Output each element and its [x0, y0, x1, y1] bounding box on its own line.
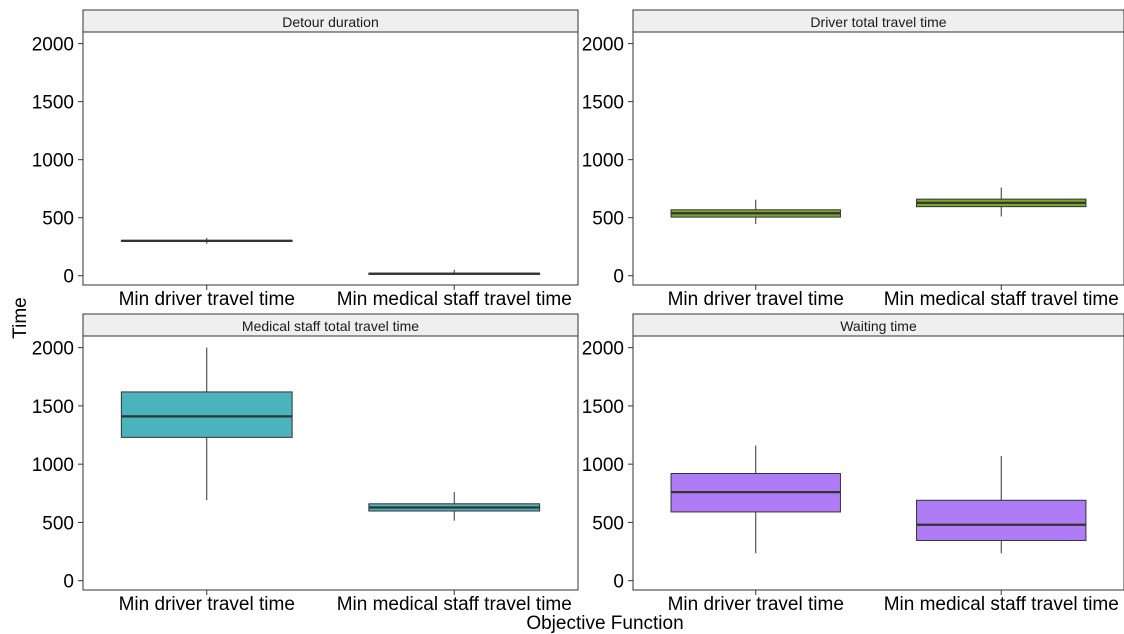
- y-tick-label: 2000: [582, 35, 624, 56]
- x-axis-title: Objective Function: [526, 613, 683, 634]
- y-tick-label: 0: [613, 267, 624, 288]
- panel-border: [82, 31, 579, 286]
- y-tick-label: 500: [592, 209, 624, 230]
- box: [916, 187, 1087, 217]
- y-tick-label: 2000: [32, 35, 74, 56]
- box: [120, 237, 293, 244]
- box-body: [120, 391, 293, 438]
- y-tick-label: 1000: [32, 455, 74, 476]
- panel-border: [632, 31, 1124, 286]
- x-tick-label: Min medical staff travel time: [337, 594, 572, 615]
- facet-strip-title: Driver total travel time: [810, 14, 946, 30]
- box-body: [916, 499, 1087, 541]
- y-tick-label: 1500: [582, 93, 624, 114]
- y-tick-label: 0: [63, 267, 74, 288]
- facet-panel: Medical staff total travel time 0 500 1000 1…: [32, 313, 579, 615]
- box: [670, 445, 841, 554]
- box: [916, 456, 1087, 554]
- y-tick-label: 500: [42, 513, 74, 534]
- x-tick-label: Min driver travel time: [668, 594, 844, 615]
- box: [368, 492, 541, 521]
- y-tick-label: 0: [613, 572, 624, 593]
- x-tick-label: Min driver travel time: [668, 289, 844, 310]
- facet-panel: Driver total travel time 0 500 1000 1500 2000…: [582, 9, 1124, 310]
- y-tick-label: 1500: [32, 397, 74, 418]
- facet-strip-title: Medical staff total travel time: [242, 318, 419, 334]
- panel-border: [632, 335, 1124, 591]
- y-tick-label: 0: [63, 572, 74, 593]
- y-axis-title: Time: [10, 297, 31, 339]
- y-tick-label: 1500: [32, 93, 74, 114]
- x-tick-label: Min driver travel time: [119, 594, 295, 615]
- y-tick-label: 500: [592, 513, 624, 534]
- facet-strip-title: Detour duration: [282, 14, 379, 30]
- facet-panel: Waiting time 0 500 1000 1500 2000 Min driver t…: [582, 313, 1124, 615]
- facet-panel: Detour duration 0 500 1000 1500 2000 Min drive…: [32, 9, 579, 310]
- y-tick-label: 1500: [582, 397, 624, 418]
- panel-border: [82, 335, 579, 591]
- y-tick-label: 1000: [582, 151, 624, 172]
- facet-strip-title: Waiting time: [840, 318, 917, 334]
- y-tick-label: 1000: [32, 151, 74, 172]
- box: [120, 347, 293, 501]
- x-tick-label: Min driver travel time: [119, 289, 295, 310]
- facet-panels: Detour duration 0 500 1000 1500 2000 Min drive…: [32, 9, 1124, 615]
- x-tick-label: Min medical staff travel time: [884, 289, 1119, 310]
- y-tick-label: 2000: [582, 339, 624, 360]
- box: [368, 269, 541, 275]
- y-tick-label: 1000: [582, 455, 624, 476]
- box: [670, 199, 841, 225]
- x-tick-label: Min medical staff travel time: [884, 594, 1119, 615]
- y-tick-label: 2000: [32, 339, 74, 360]
- y-tick-label: 500: [42, 209, 74, 230]
- x-tick-label: Min medical staff travel time: [337, 289, 572, 310]
